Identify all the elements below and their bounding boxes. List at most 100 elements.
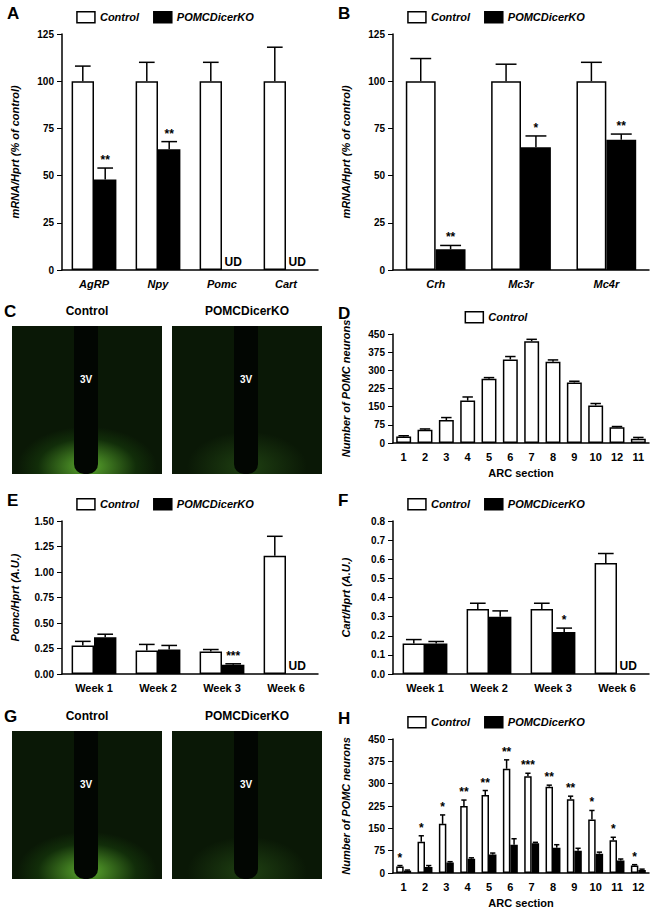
- svg-text:ARC section: ARC section: [488, 897, 554, 909]
- svg-text:50: 50: [43, 170, 55, 181]
- svg-text:Week 6: Week 6: [598, 682, 636, 694]
- svg-text:POMCDicerKO: POMCDicerKO: [177, 11, 254, 23]
- svg-text:0.25: 0.25: [35, 643, 55, 654]
- svg-text:AgRP: AgRP: [78, 278, 110, 290]
- svg-text:Week 2: Week 2: [139, 682, 177, 694]
- svg-text:7: 7: [529, 881, 535, 893]
- svg-text:0.75: 0.75: [35, 592, 55, 603]
- svg-text:150: 150: [368, 401, 385, 412]
- svg-text:4: 4: [465, 451, 472, 463]
- svg-text:0.4: 0.4: [371, 592, 385, 603]
- svg-text:Number of POMC neurons: Number of POMC neurons: [340, 737, 352, 875]
- svg-text:B: B: [338, 4, 350, 23]
- svg-text:75: 75: [374, 419, 386, 430]
- svg-text:1: 1: [401, 451, 407, 463]
- svg-text:75: 75: [43, 123, 55, 134]
- svg-text:25: 25: [43, 217, 55, 228]
- svg-text:***: ***: [521, 758, 535, 772]
- svg-text:300: 300: [368, 365, 385, 376]
- svg-text:mRNA/Hprt (% of control): mRNA/Hprt (% of control): [9, 85, 21, 219]
- svg-text:100: 100: [368, 76, 385, 87]
- svg-text:Control: Control: [100, 11, 140, 23]
- svg-text:Week 2: Week 2: [470, 682, 508, 694]
- svg-text:7: 7: [529, 451, 535, 463]
- svg-text:H: H: [338, 709, 350, 728]
- svg-text:225: 225: [368, 801, 385, 812]
- svg-text:Number of POMC neurons: Number of POMC neurons: [340, 320, 352, 458]
- svg-text:UD: UD: [225, 255, 243, 269]
- svg-text:6: 6: [507, 451, 513, 463]
- svg-text:**: **: [481, 776, 491, 790]
- svg-text:Mc3r: Mc3r: [508, 278, 534, 290]
- svg-text:0.7: 0.7: [371, 535, 385, 546]
- svg-text:75: 75: [374, 123, 386, 134]
- svg-text:*: *: [440, 800, 445, 814]
- svg-text:8: 8: [550, 881, 556, 893]
- svg-text:8: 8: [550, 451, 556, 463]
- svg-text:**: **: [545, 770, 555, 784]
- svg-text:4: 4: [465, 881, 472, 893]
- svg-text:125: 125: [368, 29, 385, 40]
- svg-text:Cart: Cart: [275, 278, 298, 290]
- svg-text:**: **: [101, 153, 111, 167]
- svg-text:0.1: 0.1: [371, 649, 385, 660]
- svg-text:Pomc/Hprt (A.U.): Pomc/Hprt (A.U.): [9, 553, 21, 641]
- svg-text:6: 6: [507, 881, 513, 893]
- svg-text:Control: Control: [431, 716, 471, 728]
- svg-text:Control: Control: [100, 498, 140, 510]
- svg-text:Control: Control: [431, 11, 471, 23]
- svg-text:Week 3: Week 3: [534, 682, 572, 694]
- svg-text:3: 3: [443, 451, 449, 463]
- svg-text:*: *: [611, 822, 616, 836]
- svg-text:POMCDicerKO: POMCDicerKO: [177, 498, 254, 510]
- svg-text:*: *: [534, 121, 539, 135]
- svg-text:F: F: [338, 491, 348, 510]
- svg-text:0.3: 0.3: [371, 611, 385, 622]
- svg-text:*: *: [590, 795, 595, 809]
- svg-text:Control: Control: [488, 311, 528, 323]
- svg-text:300: 300: [368, 778, 385, 789]
- svg-text:450: 450: [368, 734, 385, 745]
- svg-text:75: 75: [374, 845, 386, 856]
- svg-text:0.00: 0.00: [35, 669, 55, 680]
- svg-text:0: 0: [379, 868, 385, 879]
- svg-text:POMCDicerKO: POMCDicerKO: [508, 498, 585, 510]
- svg-text:0.0: 0.0: [371, 669, 385, 680]
- svg-text:5: 5: [486, 881, 492, 893]
- svg-text:150: 150: [368, 823, 385, 834]
- svg-text:25: 25: [374, 217, 386, 228]
- svg-text:D: D: [338, 304, 350, 323]
- svg-text:125: 125: [37, 29, 54, 40]
- svg-text:450: 450: [368, 329, 385, 340]
- svg-text:mRNA/Hprt (% of control): mRNA/Hprt (% of control): [340, 85, 352, 219]
- svg-text:**: **: [617, 119, 627, 133]
- svg-text:Week 1: Week 1: [406, 682, 444, 694]
- svg-text:***: ***: [226, 649, 240, 663]
- svg-text:0.5: 0.5: [371, 573, 385, 584]
- svg-text:Week 3: Week 3: [203, 682, 241, 694]
- svg-text:*: *: [419, 821, 424, 835]
- svg-text:Week 1: Week 1: [75, 682, 113, 694]
- svg-text:0.8: 0.8: [371, 516, 385, 527]
- svg-text:UD: UD: [289, 659, 307, 673]
- svg-text:50: 50: [374, 170, 386, 181]
- svg-text:1.00: 1.00: [35, 567, 55, 578]
- svg-text:375: 375: [368, 347, 385, 358]
- svg-text:0.50: 0.50: [35, 618, 55, 629]
- svg-text:**: **: [502, 745, 512, 759]
- svg-text:1: 1: [401, 881, 407, 893]
- svg-text:POMCDicerKO: POMCDicerKO: [508, 11, 585, 23]
- svg-text:Mc4r: Mc4r: [593, 278, 619, 290]
- svg-text:100: 100: [37, 76, 54, 87]
- svg-text:**: **: [566, 781, 576, 795]
- svg-text:*: *: [632, 850, 637, 864]
- svg-text:225: 225: [368, 383, 385, 394]
- svg-text:0.2: 0.2: [371, 630, 385, 641]
- svg-text:Control: Control: [431, 498, 471, 510]
- svg-text:1.50: 1.50: [35, 516, 55, 527]
- svg-text:375: 375: [368, 756, 385, 767]
- svg-text:10: 10: [590, 451, 602, 463]
- svg-text:11: 11: [633, 451, 645, 463]
- svg-text:**: **: [459, 785, 469, 799]
- svg-text:**: **: [446, 230, 456, 244]
